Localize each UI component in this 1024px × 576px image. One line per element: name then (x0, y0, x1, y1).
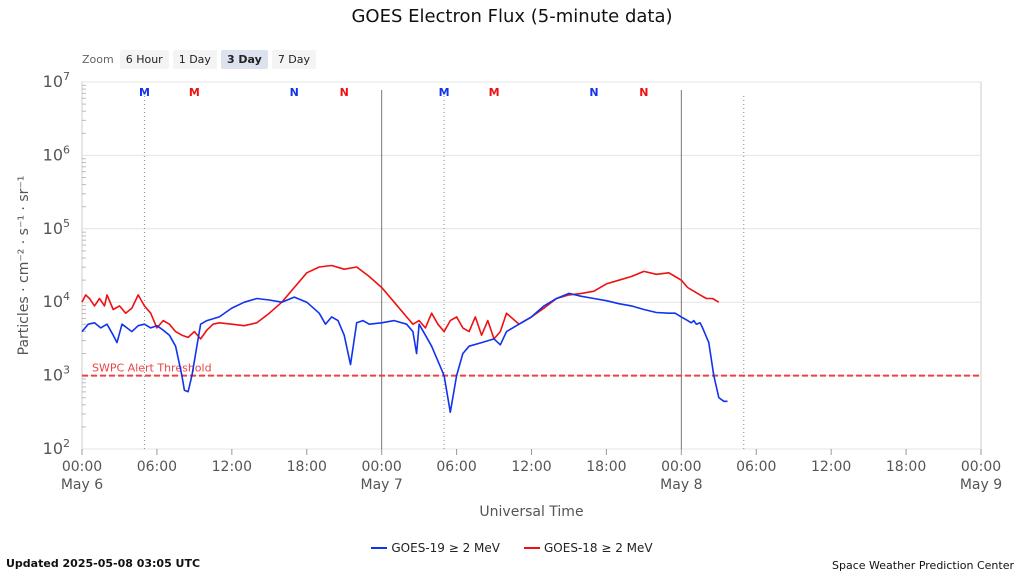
series-line-goes19 (81, 292, 728, 414)
marker-label-goes19: N (290, 86, 299, 99)
x-tick-label: 18:00 (287, 459, 327, 475)
zoom-6-hour-button[interactable]: 6 Hour (119, 50, 169, 69)
plot-area (81, 81, 982, 450)
x-tick-label: 06:00 (436, 459, 476, 475)
legend-swatch-goes19 (371, 547, 388, 549)
x-tick-label: 06:00 (736, 459, 776, 475)
updated-timestamp: Updated 2025-05-08 03:05 UTC (6, 557, 201, 570)
series-line-goes18 (81, 264, 720, 340)
x-tick-label: 00:00 (661, 459, 701, 475)
y-tick-label: 104 (43, 290, 70, 311)
zoom-controls: Zoom 6 Hour 1 Day 3 Day 7 Day (82, 50, 317, 69)
x-tick-label: 18:00 (886, 459, 926, 475)
marker-label-goes18: M (189, 86, 200, 99)
credit-text: Space Weather Prediction Center (832, 559, 1014, 572)
marker-label-goes18: N (340, 86, 349, 99)
x-tick-label: 18:00 (586, 459, 626, 475)
marker-label-goes18: N (639, 86, 648, 99)
y-tick-label: 107 (43, 70, 70, 91)
x-tick-date-label: May 7 (361, 477, 403, 493)
y-tick-label: 106 (43, 143, 70, 164)
x-tick-date-label: May 6 (61, 477, 103, 493)
marker-label-goes19: M (439, 86, 450, 99)
legend-label-goes18: GOES-18 ≥ 2 MeV (544, 541, 653, 555)
y-axis-title: Particles · cm⁻² · s⁻¹ · sr⁻¹ (16, 176, 32, 356)
zoom-label: Zoom (82, 53, 114, 66)
x-tick-label: 12:00 (212, 459, 252, 475)
legend-label-goes19: GOES-19 ≥ 2 MeV (391, 541, 500, 555)
x-tick-date-label: May 9 (960, 477, 1002, 493)
y-tick-label: 105 (43, 217, 70, 238)
legend: GOES-19 ≥ 2 MeV GOES-18 ≥ 2 MeV (0, 541, 1024, 555)
x-tick-date-label: May 8 (660, 477, 702, 493)
chart-title: GOES Electron Flux (5-minute data) (351, 6, 673, 27)
zoom-3-day-button[interactable]: 3 Day (220, 50, 268, 69)
y-tick-label: 102 (43, 437, 70, 458)
x-tick-label: 00:00 (62, 459, 102, 475)
y-tick-label: 103 (43, 364, 70, 385)
x-tick-label: 00:00 (361, 459, 401, 475)
x-tick-label: 06:00 (137, 459, 177, 475)
legend-item-goes18[interactable]: GOES-18 ≥ 2 MeV (524, 541, 653, 555)
x-tick-label: 00:00 (961, 459, 1001, 475)
x-tick-label: 12:00 (811, 459, 851, 475)
legend-item-goes19[interactable]: GOES-19 ≥ 2 MeV (371, 541, 500, 555)
zoom-1-day-button[interactable]: 1 Day (172, 50, 217, 69)
x-axis-title: Universal Time (479, 504, 583, 520)
zoom-7-day-button[interactable]: 7 Day (271, 50, 317, 69)
legend-swatch-goes18 (524, 547, 540, 549)
marker-label-goes19: N (589, 86, 598, 99)
marker-label-goes19: M (139, 86, 150, 99)
marker-label-goes18: M (489, 86, 500, 99)
x-tick-label: 12:00 (511, 459, 551, 475)
